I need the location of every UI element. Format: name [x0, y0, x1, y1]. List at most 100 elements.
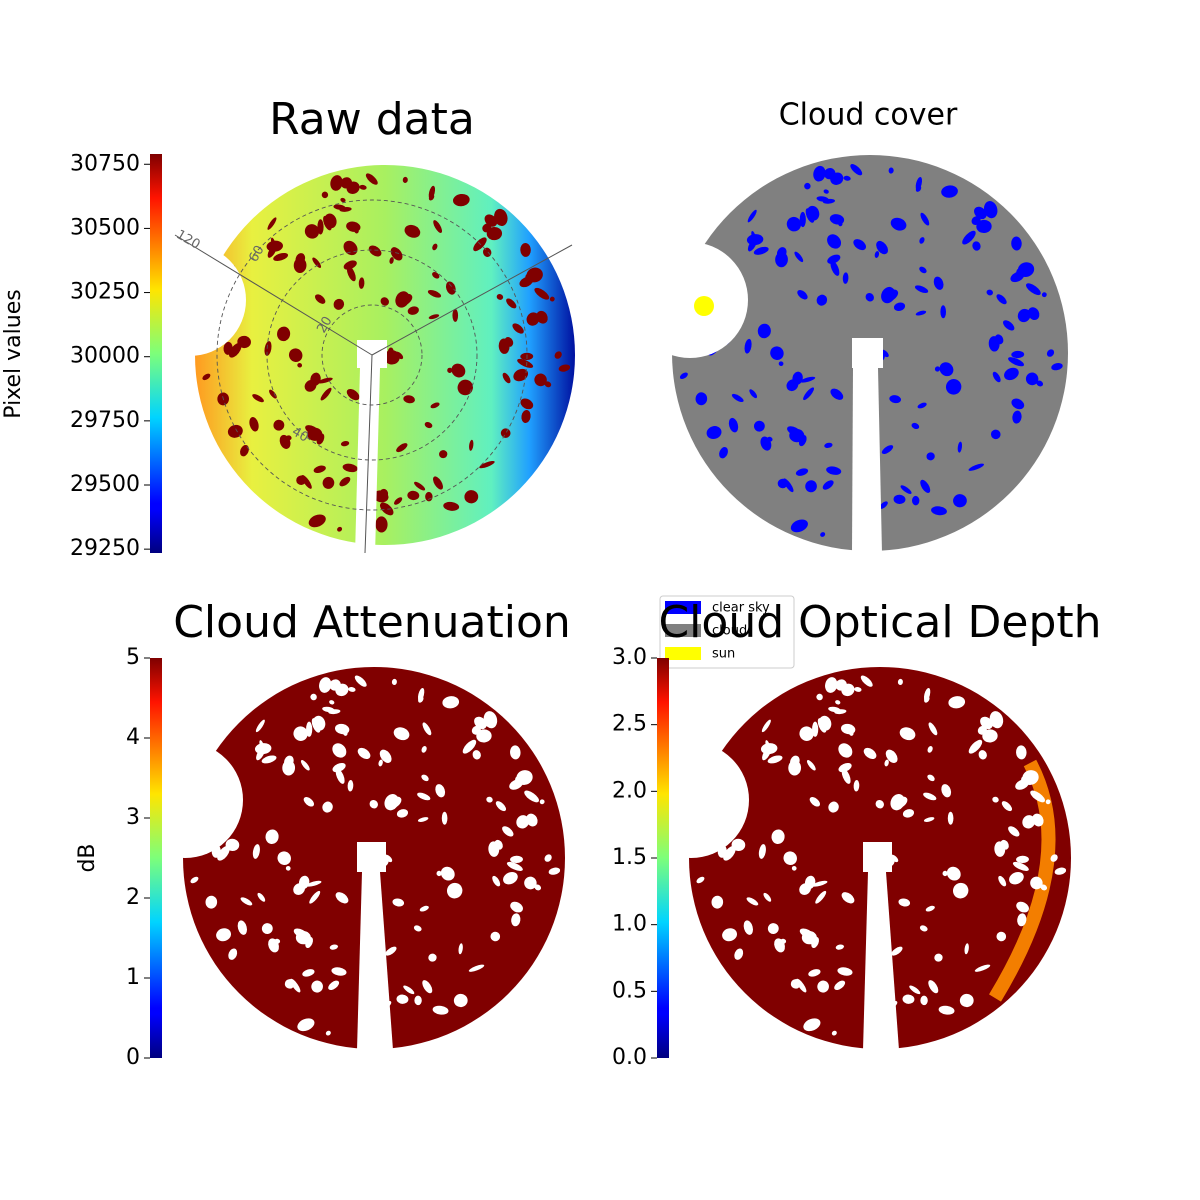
cloud-blob: [322, 706, 335, 713]
cloud-blob: [816, 196, 829, 202]
cloud-blob: [706, 426, 722, 440]
cloud-blob: [783, 851, 797, 865]
cloud-blob: [822, 480, 834, 490]
cloud-blob: [261, 755, 277, 764]
cloud-blob: [385, 946, 397, 956]
cloud-blob: [202, 373, 211, 381]
cloud-blob: [1017, 913, 1027, 927]
cloud-blob: [329, 700, 335, 705]
cloud-blob: [335, 683, 349, 697]
cloud-blob: [267, 217, 277, 230]
colorbar-tick-label: 2: [126, 885, 140, 910]
cloud-blob: [335, 892, 349, 904]
cloud-blob: [803, 387, 815, 401]
cloud-blob: [816, 693, 823, 701]
cloud-blob: [440, 866, 455, 881]
polar-spoke: [174, 234, 373, 356]
cloud-blob: [828, 706, 841, 713]
cloud-blob: [919, 925, 928, 932]
cloud-blob: [917, 402, 927, 409]
cloud-blob: [524, 876, 537, 890]
cloud-blob: [534, 884, 542, 891]
cloud-blob: [524, 790, 540, 803]
mask-notch: [127, 742, 243, 858]
cloud-blob: [442, 696, 460, 709]
cloud-blob: [900, 485, 912, 494]
colorbar-tick-label: 3.0: [612, 645, 647, 670]
cloud-blob: [828, 801, 839, 813]
cloud-blob: [237, 335, 251, 349]
cloud-blob: [516, 815, 530, 829]
cloud-blob: [228, 948, 238, 960]
cloud-blob: [1011, 398, 1025, 410]
cloud-blob: [554, 351, 562, 359]
cloud-blob: [972, 241, 981, 251]
cloud-blob: [805, 480, 817, 493]
cloud-blob: [428, 953, 437, 962]
cloud-blob: [933, 276, 944, 290]
cloud-blob: [761, 719, 771, 733]
cloud-blob: [879, 501, 888, 509]
cloud-blob: [383, 350, 400, 365]
cloud-blob: [261, 923, 273, 935]
cloud-blob: [487, 229, 499, 237]
cloud-blob: [390, 247, 403, 261]
legend-swatch: [665, 624, 701, 637]
cloud-blob: [404, 224, 421, 238]
cloud-blob: [521, 409, 531, 423]
panel-title: Cloud Optical Depth: [658, 597, 1101, 648]
cloud-blob: [392, 898, 405, 907]
cloud-blob: [279, 434, 291, 449]
cloud-blob: [348, 686, 356, 692]
cloud-blob: [1009, 871, 1024, 885]
cloud-blob: [432, 1005, 449, 1015]
cloud-blob: [962, 230, 976, 245]
cloud-blob: [359, 184, 367, 190]
colorbar-tick-label: 30250: [70, 280, 140, 305]
cloud-blob: [865, 292, 874, 302]
cloud-blob: [495, 801, 507, 812]
cloud-blob: [428, 194, 435, 201]
cloud-blob: [722, 928, 738, 942]
cloud-blob: [321, 191, 329, 199]
polar-label: 20: [314, 314, 335, 336]
cloud-blob: [914, 285, 929, 294]
mask-square: [863, 842, 892, 872]
cloud-blob: [939, 362, 954, 377]
cloud-blob: [502, 826, 514, 837]
cloud-blob: [882, 289, 899, 302]
cloud-blob: [695, 392, 708, 406]
polar-spoke: [364, 354, 373, 554]
cloud-blob: [339, 476, 351, 487]
cloud-blob: [296, 475, 307, 486]
cloud-blob: [734, 948, 744, 960]
cloud-blob: [328, 980, 340, 991]
cloud-blob: [256, 747, 266, 761]
cloud-blob: [264, 341, 272, 356]
cloud-blob: [881, 445, 894, 455]
cloud-blob: [502, 372, 511, 384]
cloud-blob: [795, 468, 809, 476]
cloud-blob: [558, 364, 571, 372]
cloud-blob: [277, 326, 291, 342]
cloud-blob: [403, 985, 415, 995]
cloud-blob: [946, 866, 961, 881]
cloud-blob: [942, 870, 948, 877]
cloud-blob: [421, 774, 429, 782]
cloud-blob: [817, 980, 829, 993]
cloud-blob: [747, 238, 757, 252]
cloud-blob: [996, 294, 1007, 305]
sky-image: [632, 155, 1068, 553]
cloud-blob: [711, 895, 724, 909]
cloud-blob: [479, 461, 495, 469]
cloud-blob: [432, 243, 438, 251]
cloud-blob: [468, 964, 485, 972]
cloud-blob: [509, 779, 524, 790]
cloud-blob: [496, 294, 504, 300]
cloud-blob: [304, 224, 320, 239]
cloud-blob: [534, 287, 550, 300]
cloud-blob: [295, 253, 306, 265]
colorbar-tick-label: 2.0: [612, 778, 647, 803]
cloud-blob: [1032, 813, 1044, 827]
mask-wedge: [355, 368, 380, 555]
